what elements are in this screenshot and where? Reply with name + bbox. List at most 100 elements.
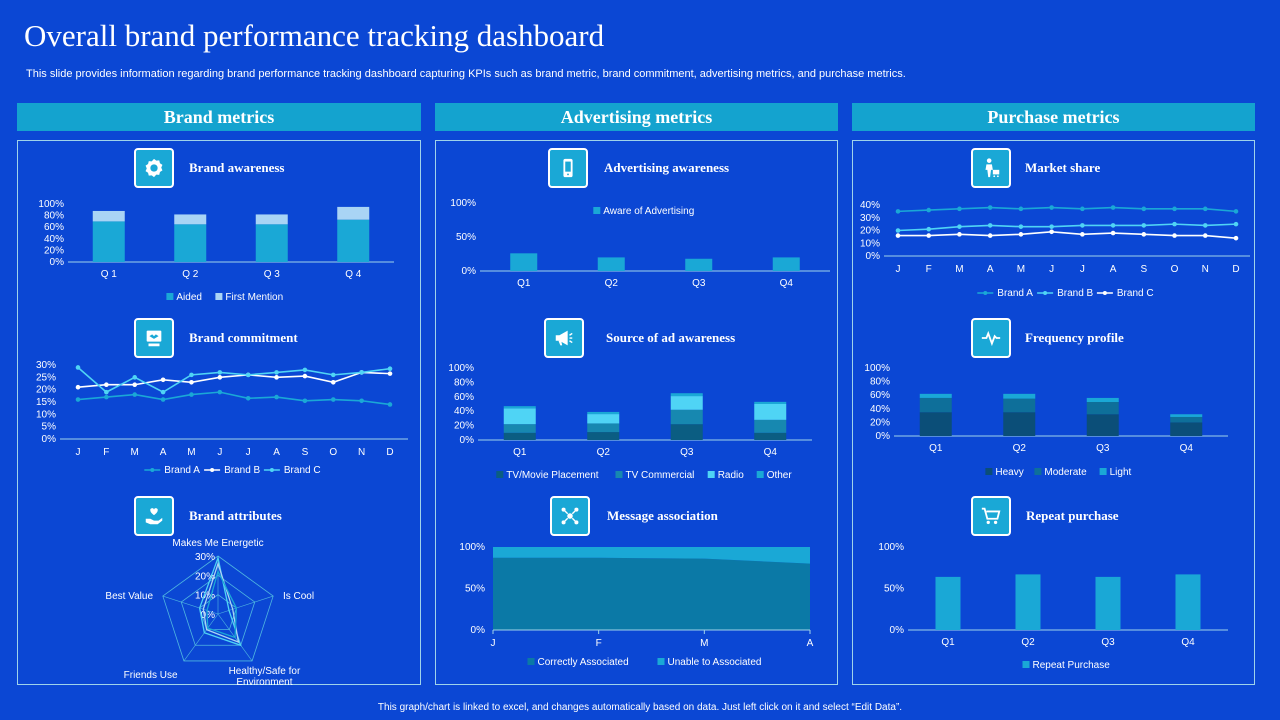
brand_commitment-series-line — [77, 366, 391, 394]
market_share-x-tick: N — [1202, 264, 1209, 275]
brand_commitment-legend-label: Brand B — [224, 465, 260, 476]
brand-attributes-title: Brand attributes — [189, 508, 282, 523]
brand_commitment-point — [387, 371, 393, 376]
repeat_purchase-y-tick: 0% — [890, 625, 905, 636]
source_ad_awareness-legend-marker — [707, 471, 715, 478]
frequency-profile-chart: 100% 80% 60% 40% 20% 0% Q1 Q2 Q3 Q4 Heavy Moderate L… — [864, 363, 1228, 478]
brand_commitment-y-tick: 15% — [36, 397, 56, 408]
brand_commitment-point — [302, 398, 308, 404]
source-ad-awareness-title: Source of ad awareness — [606, 330, 736, 345]
brand_commitment-point — [189, 392, 194, 397]
brand_commitment-x-tick: D — [386, 447, 393, 458]
source_ad_awareness-bar — [670, 396, 703, 410]
message_association-legend-marker — [657, 658, 665, 665]
market_share-point — [1172, 233, 1177, 238]
brand_commitment-point — [359, 370, 364, 375]
source_ad_awareness-legend-label: Other — [767, 470, 793, 481]
brand_awareness-x-tick: Q 4 — [345, 269, 362, 280]
brand_attributes-axis-label: Is Cool — [283, 591, 314, 602]
brand_commitment-x-tick: A — [273, 447, 280, 458]
brand_attributes-spoke — [183, 613, 219, 662]
brand_awareness-x-tick: Q 2 — [182, 269, 199, 280]
brand_commitment-point — [387, 366, 393, 371]
market_share-x-tick: O — [1171, 264, 1179, 275]
source_ad_awareness-legend-marker — [615, 471, 623, 478]
advertising_awareness-bar — [772, 257, 800, 271]
source_ad_awareness-y-tick: 80% — [454, 377, 474, 388]
brand_awareness-x-tick: Q 1 — [101, 269, 118, 280]
market_share-point — [957, 232, 962, 237]
brand_commitment-point — [359, 398, 364, 404]
frequency_profile-bar — [919, 397, 952, 413]
advertising_awareness-legend-marker — [593, 207, 601, 214]
frequency_profile-legend-label: Heavy — [995, 467, 1023, 478]
source_ad_awareness-x-tick: Q1 — [513, 447, 527, 458]
brand_commitment-point — [160, 389, 166, 395]
brand_awareness-bar — [255, 214, 288, 225]
market_share-point — [1080, 232, 1085, 237]
brand_commitment-point — [104, 394, 109, 400]
market_share-x-tick: F — [926, 264, 932, 275]
brand_attributes-r-tick: 10% — [195, 591, 215, 602]
frequency_profile-legend-marker — [1034, 468, 1042, 475]
source_ad_awareness-y-tick: 20% — [454, 421, 474, 432]
hand-heart-icon — [134, 496, 174, 536]
brand_attributes-axis-label: Best Value — [105, 591, 153, 602]
message_association-legend-marker — [527, 658, 535, 665]
frequency_profile-y-tick: 80% — [870, 377, 890, 388]
brand_awareness-bar — [92, 210, 125, 222]
cart-icon — [971, 496, 1011, 536]
advertising_awareness-x-tick: Q2 — [605, 278, 619, 289]
section-brand-metrics: Brand metrics — [17, 103, 421, 131]
advertising-awareness-title: Advertising awareness — [604, 160, 730, 175]
brand_commitment-point — [274, 370, 279, 375]
brand_awareness-legend-marker — [215, 293, 223, 300]
message_association-x-tick: J — [491, 638, 496, 649]
brand_commitment-point — [274, 375, 279, 380]
brand_awareness-x-tick: Q 3 — [264, 269, 281, 280]
source_ad_awareness-bar — [670, 424, 703, 440]
brand_attributes-series-shape — [206, 569, 238, 639]
advertising-awareness-chart: 100% 50% 0% Q1 Q2 Q3 Q4 Aware of Advertising — [450, 198, 830, 289]
brand_commitment-point — [217, 389, 223, 395]
frequency_profile-bar — [1086, 414, 1119, 436]
repeat_purchase-legend-marker — [1022, 661, 1030, 668]
advertising_awareness-legend-label: Aware of Advertising — [603, 206, 694, 217]
source_ad_awareness-x-tick: Q4 — [764, 447, 778, 458]
message_association-legend-label: Unable to Associated — [668, 657, 762, 668]
source_ad_awareness-y-tick: 100% — [448, 363, 474, 374]
brand_commitment-point — [104, 389, 109, 395]
brand_commitment-point — [132, 375, 138, 380]
repeat_purchase-bar — [1175, 574, 1201, 630]
message-association-chart: 100% 50% 0% J F M A Correctly Associated Unable … — [459, 542, 813, 668]
source-ad-awareness-chart: 100% 80% 60% 40% 20% 0% Q1 Q2 Q3 Q4 TV/Movie Place… — [448, 363, 812, 481]
market_share-series-line — [897, 223, 1237, 232]
market_share-x-tick: D — [1232, 264, 1239, 275]
pulse-icon — [971, 318, 1011, 358]
page-subtitle: This slide provides information regardin… — [26, 68, 906, 80]
brand_commitment-point — [387, 402, 393, 407]
brand_attributes-grid-ring — [180, 574, 256, 646]
frequency_profile-y-tick: 40% — [870, 404, 890, 415]
megaphone-icon — [544, 318, 584, 358]
brand_awareness-y-tick: 100% — [38, 199, 64, 210]
source_ad_awareness-bar — [754, 401, 787, 404]
source_ad_awareness-bar — [587, 411, 620, 415]
market_share-point — [1110, 230, 1116, 236]
advertising_awareness-y-tick: 100% — [450, 198, 476, 209]
market_share-x-tick: A — [987, 264, 994, 275]
frequency_profile-bar — [1170, 414, 1203, 417]
market_share-y-tick: 10% — [860, 238, 880, 249]
market_share-point — [1141, 232, 1147, 237]
brand_attributes-grid-ring — [162, 555, 274, 662]
market_share-point — [1172, 221, 1177, 227]
market_share-y-tick: 0% — [866, 251, 881, 262]
brand_attributes-spoke — [217, 595, 274, 615]
market_share-point — [957, 206, 962, 212]
repeat_purchase-y-tick: 100% — [878, 542, 904, 553]
market_share-point — [987, 233, 993, 238]
brand_commitment-series-line — [77, 391, 391, 406]
brand_attributes-r-tick: 30% — [195, 552, 215, 563]
frequency_profile-bar — [1003, 393, 1036, 399]
